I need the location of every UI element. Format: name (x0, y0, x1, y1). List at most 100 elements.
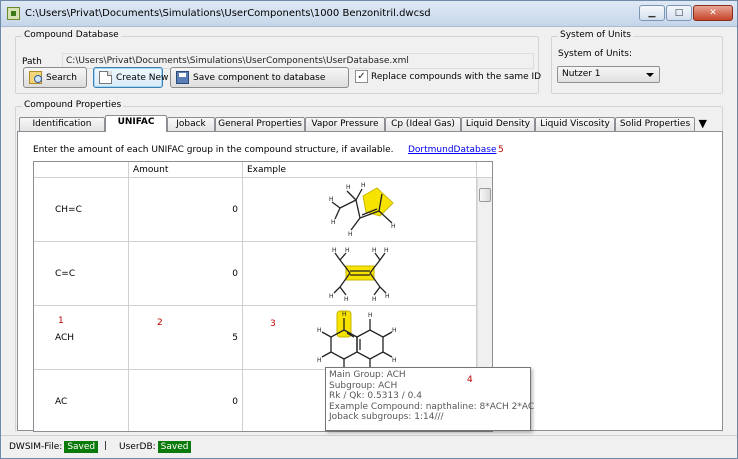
unifac-instruction: Enter the amount of each UNIFAC group in… (33, 145, 394, 155)
svg-text:H: H (329, 196, 334, 203)
tab-liquid-density[interactable]: Liquid Density (461, 117, 535, 131)
tab-solid-properties[interactable]: Solid Properties (615, 117, 695, 131)
maximize-button[interactable]: □ (666, 5, 692, 21)
minimize-button[interactable]: ▁ (639, 5, 665, 21)
tooltip-joback-subgroups: Joback subgroups: 1:14/// (329, 412, 444, 422)
tooltip-main-group: Main Group: ACH (329, 370, 406, 380)
compound-properties-legend: Compound Properties (22, 100, 124, 110)
svg-text:H: H (345, 247, 350, 254)
svg-text:H: H (361, 182, 366, 189)
group-name-cell: C=C (34, 242, 129, 306)
compound-database-group: Compound Database Path C:\Users\Privat\D… (15, 30, 539, 94)
column-header-group (34, 162, 129, 178)
tab-general-properties[interactable]: General Properties (215, 117, 305, 131)
close-button[interactable]: ✕ (693, 5, 733, 21)
close-icon: ✕ (709, 8, 717, 18)
tab-joback[interactable]: Joback (167, 117, 215, 131)
system-of-units-value: Nutzer 1 (562, 69, 601, 79)
userdb-label: UserDB: (119, 442, 156, 452)
svg-text:H: H (372, 296, 377, 303)
svg-text:H: H (372, 247, 377, 254)
svg-text:H: H (368, 312, 373, 319)
svg-text:H: H (329, 293, 334, 300)
save-to-database-button[interactable]: Save component to database (170, 67, 349, 88)
group-name-cell: ACH (34, 306, 129, 370)
search-button[interactable]: Search (23, 67, 87, 88)
scrollbar-thumb[interactable] (479, 188, 491, 202)
tab-identification[interactable]: Identification (19, 117, 105, 131)
tab-vapor-pressure[interactable]: Vapor Pressure (305, 117, 385, 131)
tab-cp-ideal-gas[interactable]: Cp (Ideal Gas) (385, 117, 461, 131)
amount-cell[interactable]: 0 (129, 370, 243, 431)
minimize-icon: ▁ (648, 8, 656, 18)
dwsim-file-status: DWSIM-File: Saved (9, 441, 99, 453)
tooltip-subgroup: Subgroup: ACH (329, 380, 398, 391)
svg-text:H: H (332, 247, 337, 254)
userdb-saved-badge: Saved (157, 441, 192, 453)
tab-overflow-button[interactable]: ▼ (698, 117, 707, 130)
save-disk-icon (176, 71, 189, 84)
grid-row: CH=C 0 (34, 178, 477, 242)
tab-liquid-viscosity[interactable]: Liquid Viscosity (535, 117, 615, 131)
svg-text:H: H (384, 247, 389, 254)
system-of-units-group: System of Units System of Units: (551, 30, 723, 94)
status-separator: | (104, 441, 108, 451)
svg-text:H: H (348, 231, 353, 238)
amount-cell[interactable]: 0 (129, 178, 243, 242)
grid-row: ACH 5 (34, 306, 477, 370)
window-title: C:\Users\Privat\Documents\Simulations\Us… (25, 8, 431, 19)
property-tabstrip: Identification UNIFAC Joback General Pro… (17, 115, 723, 132)
grid-row: C=C 0 (34, 242, 477, 306)
create-new-button-label: Create New (116, 72, 169, 83)
column-header-amount: Amount (129, 162, 243, 178)
search-icon (29, 71, 42, 84)
system-of-units-label: System of Units: (558, 49, 632, 59)
userdb-status: UserDB: Saved (119, 441, 192, 453)
ch-c-structure-image: H H H H H H (329, 182, 396, 238)
grid-header: Amount Example (34, 162, 492, 178)
example-cell: H H H H H H (243, 306, 477, 370)
group-name-cell: AC (34, 370, 129, 431)
tab-unifac[interactable]: UNIFAC (105, 115, 167, 132)
naphthalene-structure-image: H H H H H H (317, 310, 397, 367)
tooltip-rk-qk: Rk / Qk: 0.5313 / 0.4 (329, 391, 422, 401)
svg-text:H: H (385, 293, 390, 300)
path-label: Path (22, 57, 42, 67)
maximize-icon: □ (674, 8, 684, 18)
amount-cell[interactable]: 5 (129, 306, 243, 370)
new-document-icon (99, 71, 112, 84)
svg-text:H: H (331, 219, 336, 226)
svg-text:H: H (391, 223, 396, 230)
unifac-group-tooltip: Main Group: ACH Subgroup: ACH Rk / Qk: 0… (325, 367, 534, 431)
callout-marker-1: 1 (58, 316, 64, 326)
search-button-label: Search (46, 72, 77, 83)
svg-text:H: H (344, 296, 349, 303)
example-cell: H H H H H H (243, 178, 477, 242)
system-of-units-select[interactable]: Nutzer 1 (557, 66, 660, 83)
dortmund-database-link[interactable]: DortmundDatabase (408, 145, 497, 155)
column-header-example: Example (243, 162, 477, 178)
callout-marker-3: 3 (270, 319, 276, 329)
replace-compounds-label: Replace compounds with the same ID (371, 72, 542, 82)
svg-text:H: H (342, 311, 347, 318)
window-controls: ▁ □ ✕ (639, 5, 733, 21)
compound-database-legend: Compound Database (22, 30, 121, 40)
svg-text:H: H (317, 357, 322, 364)
create-new-button[interactable]: Create New (93, 67, 168, 88)
svg-text:H: H (346, 184, 351, 191)
callout-marker-4: 4 (467, 375, 473, 385)
amount-cell[interactable]: 0 (129, 242, 243, 306)
system-of-units-legend: System of Units (558, 30, 633, 40)
callout-marker-2: 2 (157, 318, 163, 328)
svg-text:H: H (392, 357, 397, 364)
title-bar: C:\Users\Privat\Documents\Simulations\Us… (1, 1, 737, 27)
chevron-down-icon (646, 73, 654, 77)
replace-compounds-checkbox[interactable]: ✓ (355, 70, 368, 83)
dwsim-file-saved-badge: Saved (64, 441, 99, 453)
callout-marker-5: 5 (498, 145, 504, 155)
svg-text:H: H (317, 327, 322, 334)
status-bar: DWSIM-File: Saved | UserDB: Saved (1, 435, 737, 458)
